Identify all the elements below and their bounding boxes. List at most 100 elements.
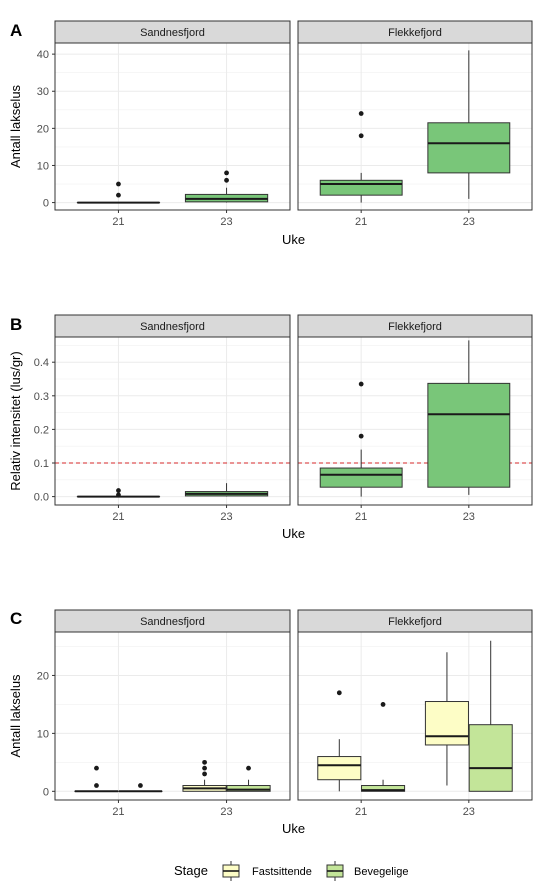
y-tick-label: 10 [37, 160, 49, 172]
box-23-bevegelige [468, 640, 513, 792]
panel-border [297, 42, 533, 211]
panel-background [55, 337, 290, 505]
x-tick-label: 23 [220, 216, 232, 228]
box-21 [76, 181, 161, 204]
panel-background [55, 632, 290, 800]
box-21-fastsittende [74, 765, 119, 793]
box-outlier [202, 771, 207, 777]
y-tick-label: 10 [37, 728, 49, 740]
box-body [424, 701, 469, 746]
y-axis-title: Antall lakselus [8, 674, 23, 758]
y-tick-label: 20 [37, 123, 49, 135]
x-tick-label: 21 [355, 511, 367, 523]
box-21 [319, 111, 403, 203]
box-body [319, 179, 403, 196]
box-outlier [380, 702, 386, 707]
y-tick-label: 0 [43, 198, 49, 210]
x-tick-label: 21 [112, 806, 124, 818]
facet-sandnesfjord: Sandnesfjord 21 23 0.0 0.1 0.2 0.3 0.4 [34, 314, 291, 523]
box-body [427, 382, 511, 488]
chart-B: B Sandnesfjord 21 23 0.0 0.1 0.2 0.3 0.4 Flekkefj… [8, 314, 533, 541]
box-21 [76, 488, 161, 498]
legend-entry-label: Fastsittende [252, 866, 312, 878]
panel-letter: A [10, 21, 22, 40]
x-tick-label: 23 [463, 216, 475, 228]
y-tick-label: 30 [37, 86, 49, 98]
box-body [468, 724, 513, 792]
box-outlier [94, 783, 99, 788]
box-outlier [224, 170, 229, 176]
panel-letter: B [10, 315, 22, 334]
box-outlier [138, 783, 143, 788]
box-23 [427, 340, 511, 495]
facet-flekkefjord: Flekkefjord 21 23 [297, 609, 533, 818]
facet-sandnesfjord: Sandnesfjord 21 23 0 10 20 [37, 609, 291, 818]
y-tick-label: 0.2 [34, 424, 49, 436]
facet-sandnesfjord: Sandnesfjord 21 23 0 10 20 30 40 [37, 20, 291, 228]
facet-strip-label: Sandnesfjord [140, 321, 205, 333]
x-tick-label: 21 [112, 216, 124, 228]
y-axis-title: Relativ intensitet (lus/gr) [8, 351, 23, 490]
box-body [226, 785, 271, 792]
box-outlier [358, 381, 364, 387]
panel-letter: C [10, 609, 22, 628]
box-body [317, 756, 362, 781]
box-outlier [116, 492, 121, 498]
panel-border [54, 631, 291, 801]
box-21-fastsittende [317, 690, 362, 792]
x-axis-title: Uke [282, 821, 305, 836]
facet-strip-label: Sandnesfjord [140, 27, 205, 39]
panel-border [297, 631, 533, 801]
x-tick-label: 23 [463, 511, 475, 523]
y-axis-title: Antall lakselus [8, 84, 23, 168]
y-tick-label: 0.0 [34, 492, 49, 504]
box-23-bevegelige [226, 765, 271, 792]
legend-title: Stage [174, 863, 208, 878]
box-23 [184, 170, 269, 203]
y-tick-label: 0 [43, 786, 49, 798]
x-axis-title: Uke [282, 232, 305, 247]
box-23 [184, 483, 269, 497]
box-21-bevegelige [118, 783, 163, 793]
box-23 [427, 50, 511, 199]
panel-border [297, 336, 533, 506]
box-outlier [246, 765, 251, 771]
box-outlier [358, 133, 364, 139]
box-outlier [116, 192, 121, 198]
box-outlier [116, 488, 121, 493]
box-21-bevegelige [361, 702, 406, 792]
x-tick-label: 21 [355, 806, 367, 818]
facet-strip-label: Sandnesfjord [140, 616, 205, 628]
x-tick-label: 23 [220, 806, 232, 818]
box-21 [319, 381, 403, 497]
x-tick-label: 23 [220, 511, 232, 523]
box-23-fastsittende [424, 652, 469, 786]
facet-strip-label: Flekkefjord [388, 27, 442, 39]
box-outlier [336, 690, 342, 696]
facet-strip-label: Flekkefjord [388, 616, 442, 628]
box-outlier [358, 433, 364, 439]
y-tick-label: 20 [37, 670, 49, 682]
legend-entry-label: Bevegelige [354, 866, 408, 878]
box-body [427, 122, 511, 174]
facet-strip-label: Flekkefjord [388, 321, 442, 333]
panel-background [55, 43, 290, 210]
facet-flekkefjord: Flekkefjord 21 23 [297, 314, 533, 523]
box-body [319, 467, 403, 488]
y-tick-label: 0.1 [34, 458, 49, 470]
y-tick-label: 40 [37, 49, 49, 61]
x-tick-label: 23 [463, 806, 475, 818]
panel-border [54, 42, 291, 211]
x-axis-title: Uke [282, 526, 305, 541]
x-tick-label: 21 [112, 511, 124, 523]
facet-flekkefjord: Flekkefjord 21 23 [297, 20, 533, 228]
panel-border [54, 336, 291, 506]
box-outlier [224, 177, 229, 183]
x-tick-label: 21 [355, 216, 367, 228]
chart-A: A Sandnesfjord 21 23 0 10 20 30 40 Flekkefjord 21 2… [8, 20, 533, 247]
y-tick-label: 0.3 [34, 391, 49, 403]
box-body [361, 785, 406, 792]
legend: Stage Fastsittende Bevegelige [174, 861, 408, 881]
box-outlier [94, 765, 99, 771]
y-tick-label: 0.4 [34, 357, 49, 369]
